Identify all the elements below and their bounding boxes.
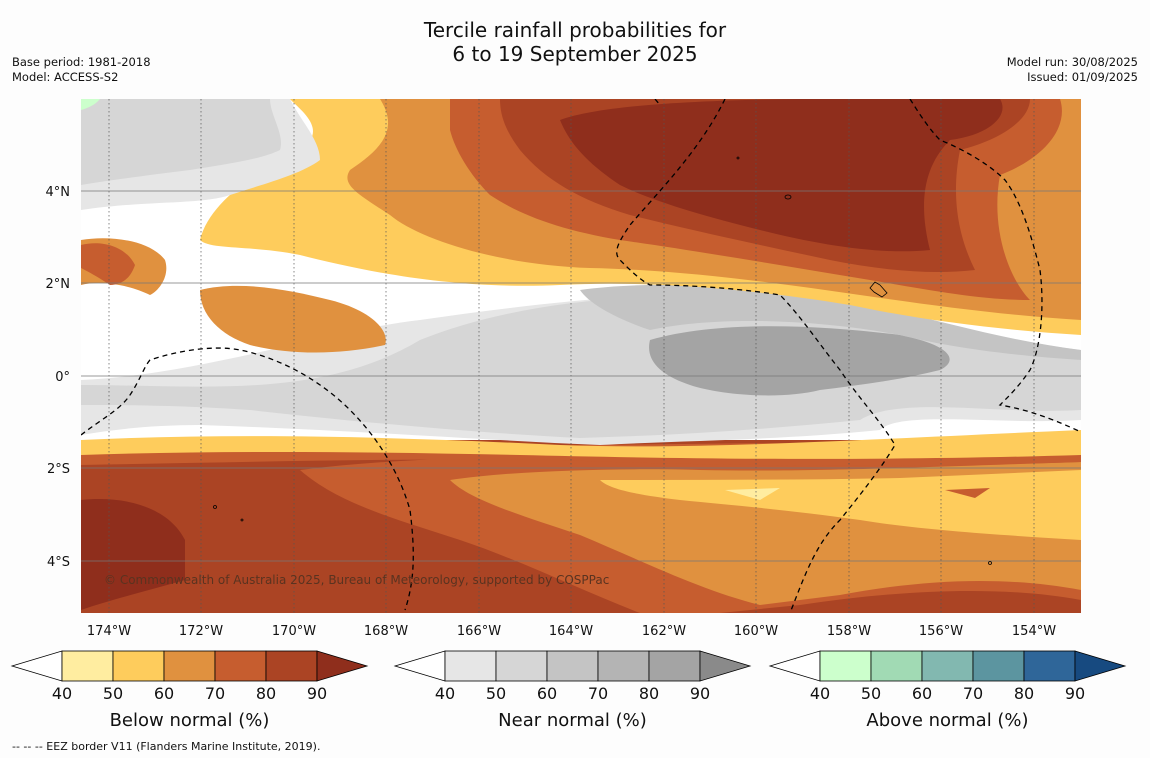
colorbar-title: Below normal (%) (110, 710, 270, 731)
colorbar-tick: 90 (690, 684, 710, 703)
lat-label: 2°S (47, 462, 70, 477)
title-line-2: 6 to 19 September 2025 (452, 42, 698, 66)
lon-label: 164°W (549, 624, 593, 639)
title-line-1: Tercile rainfall probabilities for (423, 18, 727, 42)
colorbar-tick: 60 (912, 684, 932, 703)
lon-label: 156°W (919, 624, 963, 639)
lon-label: 158°W (827, 624, 871, 639)
lat-label: 4°S (47, 555, 70, 570)
colorbar-tick: 60 (154, 684, 174, 703)
colorbar-swatch (546, 650, 599, 682)
lat-label: 0° (55, 370, 70, 385)
colorbar-tick: 40 (52, 684, 72, 703)
base-period: Base period: 1981-2018 (12, 55, 151, 69)
colorbar-tick: 90 (307, 684, 327, 703)
latitude-labels: 4°N 2°N 0° 2°S 4°S (46, 185, 71, 570)
map-panel: © Commonwealth of Australia 2025, Bureau… (81, 99, 1081, 613)
colorbar-tick: 50 (861, 684, 881, 703)
colorbar-swatch (112, 650, 165, 682)
lon-label: 166°W (457, 624, 501, 639)
lon-label: 174°W (87, 624, 131, 639)
colorbar-swatch (972, 650, 1025, 682)
lon-label: 162°W (642, 624, 686, 639)
colorbars: 40 50 60 70 80 90 Below normal (%) 40 50 60 70 80 90… (10, 650, 1127, 731)
colorbar-swatch (921, 650, 974, 682)
colorbar-extend-high (699, 650, 752, 682)
colorbar-tick: 90 (1065, 684, 1085, 703)
issued-date: Issued: 01/09/2025 (1027, 70, 1138, 84)
colorbar-tick: 70 (963, 684, 983, 703)
colorbar: 40 50 60 70 80 90 Below normal (%) (10, 650, 369, 731)
colorbar-swatch (495, 650, 548, 682)
model-run: Model run: 30/08/2025 (1006, 55, 1138, 69)
meta-right: Model run: 30/08/2025 Issued: 01/09/2025 (1007, 55, 1138, 85)
eez-border (81, 99, 1081, 613)
colorbar-extend-low (10, 650, 63, 682)
colorbar-swatch (163, 650, 216, 682)
colorbar-tick: 80 (639, 684, 659, 703)
eez-footnote: -- -- -- EEZ border V11 (Flanders Marine… (12, 740, 321, 753)
colorbar-tick: 70 (205, 684, 225, 703)
colorbar-swatch (819, 650, 872, 682)
lon-label: 170°W (272, 624, 316, 639)
longitude-labels: 174°W 172°W 170°W 168°W 166°W 164°W 162°W 160°W… (87, 624, 1056, 639)
colorbar-swatch (870, 650, 923, 682)
lon-label: 154°W (1012, 624, 1056, 639)
colorbar-extend-high (316, 650, 369, 682)
lon-label: 168°W (364, 624, 408, 639)
colorbar-swatch (444, 650, 497, 682)
map-title: Tercile rainfall probabilities for 6 to … (0, 18, 1150, 66)
colorbar-extend-low (768, 650, 821, 682)
colorbar-swatch (265, 650, 318, 682)
colorbar-tick: 40 (810, 684, 830, 703)
colorbar-tick: 50 (103, 684, 123, 703)
lon-label: 172°W (179, 624, 223, 639)
colorbar-swatch (1023, 650, 1076, 682)
colorbar-extend-high (1074, 650, 1127, 682)
colorbar-swatch (61, 650, 114, 682)
model-name: Model: ACCESS-S2 (12, 70, 119, 84)
colorbar-tick: 80 (256, 684, 276, 703)
meta-left: Base period: 1981-2018 Model: ACCESS-S2 (12, 55, 151, 85)
colorbar-swatch (648, 650, 701, 682)
colorbar-title: Near normal (%) (498, 710, 647, 731)
colorbar-extend-low (393, 650, 446, 682)
colorbar-tick: 80 (1014, 684, 1034, 703)
colorbar-tick: 70 (588, 684, 608, 703)
lon-label: 160°W (734, 624, 778, 639)
colorbar-swatch (597, 650, 650, 682)
islands (213, 156, 992, 565)
colorbar-title: Above normal (%) (866, 710, 1028, 731)
colorbar: 40 50 60 70 80 90 Above normal (%) (768, 650, 1127, 731)
colorbar-tick: 60 (537, 684, 557, 703)
lat-label: 2°N (46, 277, 71, 292)
colorbar-swatch (214, 650, 267, 682)
lat-label: 4°N (46, 185, 71, 200)
colorbar-tick: 50 (486, 684, 506, 703)
copyright-text: © Commonwealth of Australia 2025, Bureau… (104, 573, 609, 587)
colorbar: 40 50 60 70 80 90 Near normal (%) (393, 650, 752, 731)
colorbar-tick: 40 (435, 684, 455, 703)
